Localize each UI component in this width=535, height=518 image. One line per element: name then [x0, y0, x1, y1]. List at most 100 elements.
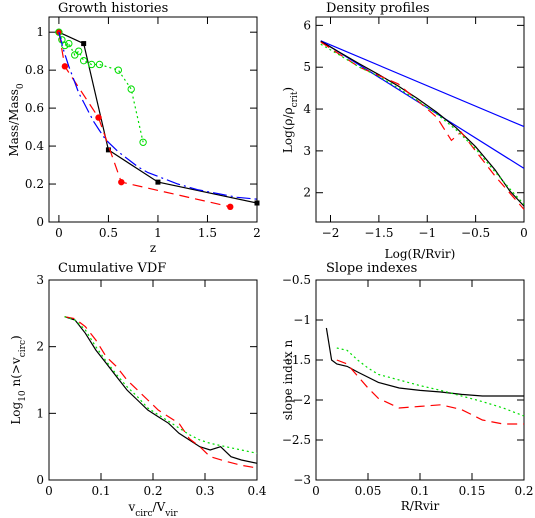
- x-tick-label: 0.15: [459, 484, 486, 498]
- x-tick-label: 0: [45, 484, 53, 498]
- x-axis-label-growth: z: [150, 241, 156, 255]
- panel-density: Density profiles −2 −1.5 −1 −0.5 0 2 3 4 5 6 Log(…: [281, 1, 528, 261]
- data-point: [87, 60, 96, 69]
- chart-title-growth: Growth histories: [58, 1, 168, 16]
- x-tick-label: 0.2: [143, 484, 162, 498]
- y-tick-label: −2.5: [282, 433, 311, 447]
- series-line: [320, 41, 525, 210]
- y-axis-label-growth: Mass/Mass0: [7, 83, 26, 157]
- y-tick-label: −1.5: [282, 353, 311, 367]
- y-tick-label: 3: [36, 273, 44, 287]
- series-line: [58, 31, 258, 204]
- series-line: [64, 316, 258, 464]
- y-tick-label: −1: [293, 313, 311, 327]
- x-tick-label: 0.05: [355, 484, 382, 498]
- x-tick-label: 0.1: [410, 484, 429, 498]
- plot-frame-density: [315, 16, 525, 223]
- data-point: [95, 60, 104, 69]
- data-point: [105, 147, 111, 153]
- data-point: [139, 138, 147, 146]
- data-point: [79, 56, 88, 65]
- y-tick-label: 0.6: [25, 101, 44, 115]
- ticks-vdf: 0 0.1 0.2 0.3 0.4 0 1 2 3: [36, 273, 267, 498]
- data-point: [55, 28, 63, 36]
- y-tick-label: 3: [303, 144, 311, 158]
- y-axis-label-vdf: Log10 n(>vcirc): [9, 335, 28, 424]
- y-tick-label: 4: [303, 102, 311, 116]
- series-line: [64, 316, 258, 454]
- y-tick-label: 0.8: [25, 63, 44, 77]
- series-vdf: [64, 316, 258, 469]
- y-tick-label: 0: [36, 473, 44, 487]
- ticks-growth: 0 0.5 1 1.5 2 0 0.2 0.4 0.6 0.8 1: [25, 17, 261, 240]
- panel-growth: Growth histories 0 0.5 1 1.5 2 0 0.2 0.4 0.6 0.8 1…: [7, 1, 261, 255]
- series-growth: [55, 28, 260, 211]
- y-tick-label: −2: [293, 393, 311, 407]
- y-tick-label: 0: [36, 215, 44, 229]
- series-line: [58, 32, 258, 200]
- series-line: [58, 32, 231, 208]
- panel-vdf: Cumulative VDF 0 0.1 0.2 0.3 0.4 0 1 2 3 vcirc/V…: [9, 261, 267, 518]
- x-tick-label: −1: [418, 226, 436, 240]
- y-tick-label: 1: [36, 406, 44, 420]
- series-line: [320, 40, 525, 128]
- chart-title-vdf: Cumulative VDF: [58, 261, 166, 276]
- y-tick-label: 2: [36, 340, 44, 354]
- ticks-slope: 0 0.05 0.1 0.15 0.2 −3 −2.5 −2 −1.5 −1 −0.5: [282, 273, 534, 498]
- plot-frame-slope: [315, 279, 525, 481]
- series-line: [336, 359, 524, 425]
- data-point: [61, 41, 69, 50]
- data-point: [61, 63, 69, 70]
- y-tick-label: −3: [293, 473, 311, 487]
- x-tick-label: 1.5: [198, 226, 217, 240]
- x-tick-label: −1.5: [364, 226, 393, 240]
- x-tick-label: 0.3: [195, 484, 214, 498]
- series-line: [325, 327, 524, 397]
- series-line: [336, 347, 525, 417]
- y-tick-label: 1: [36, 25, 44, 39]
- data-point: [227, 203, 234, 211]
- y-tick-label: 0.4: [25, 139, 44, 153]
- x-tick-label: 0.1: [91, 484, 110, 498]
- y-tick-label: 0.2: [25, 177, 44, 191]
- x-tick-label: 0.5: [99, 226, 118, 240]
- y-tick-label: 2: [303, 186, 311, 200]
- y-axis-label-density: Log(ρ/ρcrit): [281, 87, 300, 153]
- series-density: [320, 40, 525, 210]
- series-line: [320, 43, 525, 205]
- x-tick-label: 0.2: [514, 484, 533, 498]
- x-tick-label: 0.4: [247, 484, 266, 498]
- series-slope: [325, 327, 525, 425]
- data-point: [55, 28, 63, 36]
- series-line: [320, 40, 525, 207]
- x-tick-label: −0.5: [461, 226, 490, 240]
- x-tick-label: 0: [55, 226, 63, 240]
- x-axis-label-slope: R/Rvir: [401, 499, 440, 513]
- x-tick-label: 0: [520, 226, 528, 240]
- data-point: [81, 41, 87, 47]
- plot-frame-vdf: [48, 279, 258, 481]
- ticks-density: −2 −1.5 −1 −0.5 0 2 3 4 5 6: [303, 17, 528, 240]
- x-tick-label: −2: [322, 226, 340, 240]
- data-point: [118, 178, 125, 186]
- x-tick-label: 0: [312, 484, 320, 498]
- x-tick-label: 2: [253, 226, 261, 240]
- data-point: [114, 66, 123, 74]
- x-axis-label-density: Log(R/Rvir): [385, 247, 456, 261]
- chart-title-density: Density profiles: [326, 1, 430, 16]
- chart-title-slope: Slope indexes: [326, 261, 417, 276]
- y-tick-label: 5: [303, 60, 311, 74]
- panel-slope: Slope indexes 0 0.05 0.1 0.15 0.2 −3 −2.5 −2 −1.…: [281, 261, 534, 513]
- data-point: [65, 39, 73, 48]
- y-axis-label-slope: slope index n: [281, 339, 295, 420]
- x-axis-label-vdf: vcirc/Vvir: [127, 500, 178, 518]
- y-tick-label: 6: [303, 18, 311, 32]
- series-line: [64, 316, 258, 469]
- plot-frame-growth: [48, 16, 258, 223]
- data-point: [155, 179, 161, 185]
- x-tick-label: 1: [154, 226, 162, 240]
- data-point: [75, 47, 83, 55]
- data-point: [95, 114, 102, 121]
- data-point: [71, 51, 79, 59]
